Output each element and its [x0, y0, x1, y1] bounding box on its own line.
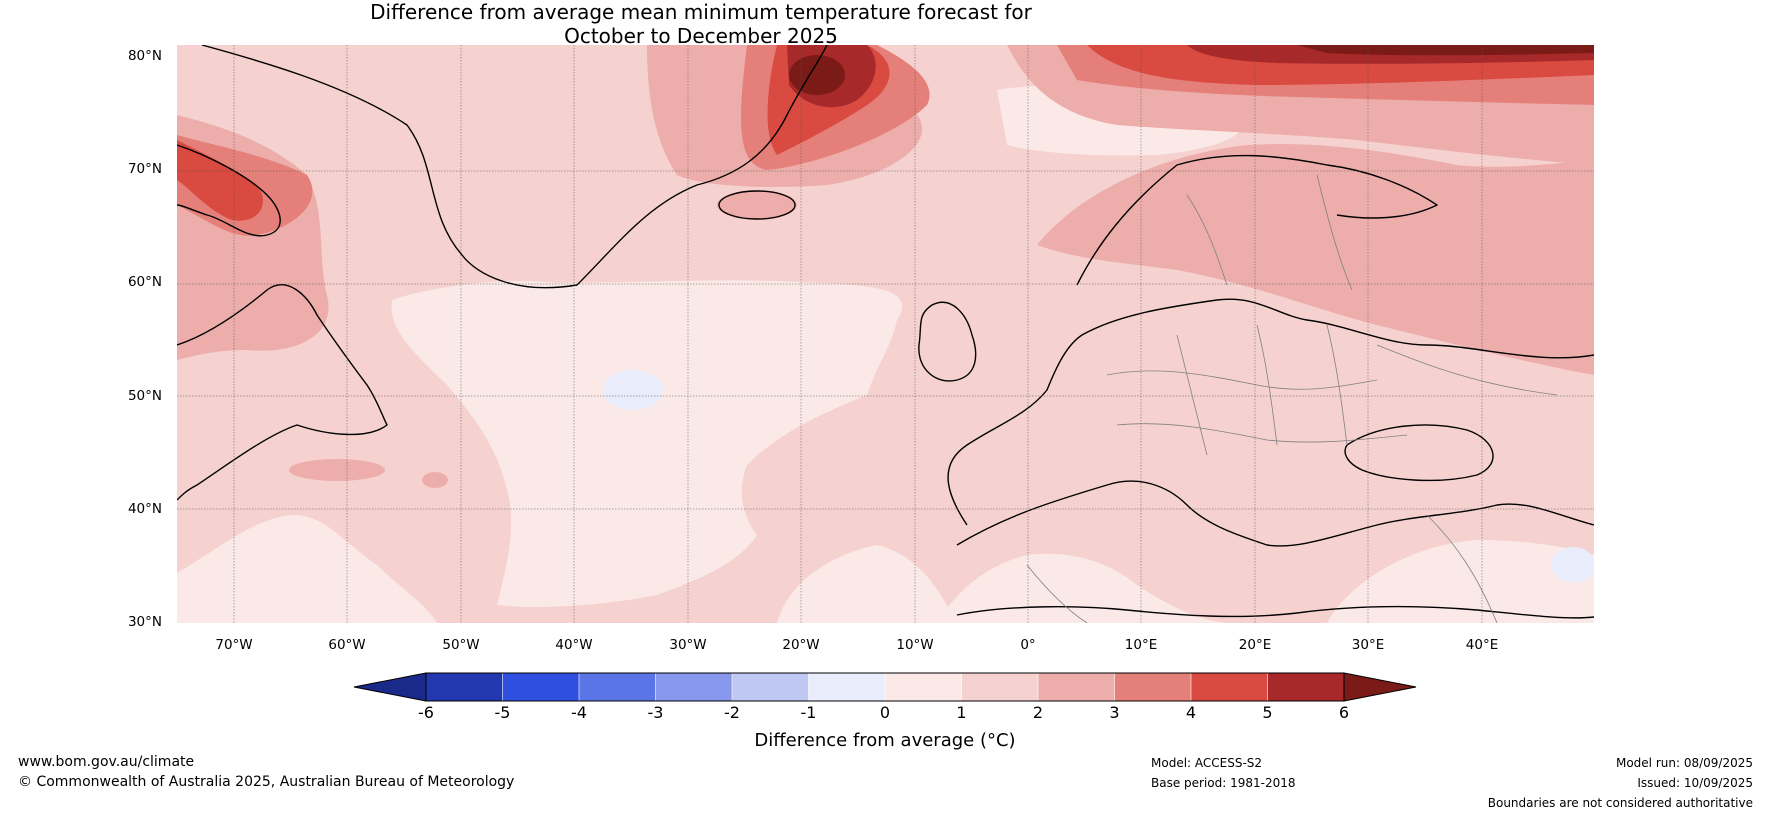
colorbar-tick-neg3: -3 [647, 703, 664, 722]
anomaly-band-2-3-patch-a [289, 459, 385, 481]
colorbar-tick-neg5: -5 [494, 703, 511, 722]
colorbar-tick-5: 5 [1262, 703, 1273, 722]
colorbar-tick-4: 4 [1185, 703, 1197, 722]
colorbar-tick-neg1: -1 [800, 703, 817, 722]
colorbar-bin--5-to--4 [502, 673, 580, 701]
border-russia [1376, 344, 1558, 396]
model-text: Model: ACCESS-S2 [1151, 756, 1263, 770]
title-line-2: October to December 2025 [564, 24, 838, 48]
anomaly-band-0-1-north-africa [937, 553, 1227, 623]
lon-label-50w: 50°W [442, 637, 480, 653]
lat-label-40n: 40°N [127, 501, 162, 517]
lon-label-30e: 30°E [1351, 637, 1385, 653]
border-scandinavia [1186, 194, 1228, 286]
border-finland [1316, 174, 1353, 291]
coastlines [177, 45, 1594, 619]
coastline-north-africa [956, 605, 1594, 619]
border-middle-east [1426, 514, 1498, 623]
coastline-scandinavia [1076, 154, 1438, 286]
temperature-anomaly-map [177, 45, 1594, 623]
colorbar-arrow-above-max [1343, 672, 1417, 702]
colorbar-tick-3: 3 [1109, 703, 1120, 722]
coastline-baffin-island [177, 144, 281, 237]
lat-label-60n: 60°N [127, 274, 162, 290]
anomaly-band-0-1-atlantic [391, 280, 903, 607]
colorbar-bin--2-to--1 [732, 673, 809, 701]
coastline-black-sea [1344, 424, 1494, 482]
colorbar-bin--3-to--2 [655, 673, 733, 701]
map-title: Difference from average mean minimum tem… [0, 0, 1402, 48]
lon-label-60w: 60°W [328, 637, 366, 653]
coastline-europe [947, 298, 1594, 526]
anomaly-band-0-1-south [777, 545, 957, 623]
colorbar-outline [425, 672, 1345, 702]
disclaimer-text: Boundaries are not considered authoritat… [1487, 796, 1753, 810]
colorbar-tick-0: 0 [879, 703, 891, 722]
lon-label-0: 0° [1020, 637, 1036, 653]
colorbar-bin--4-to--3 [579, 673, 656, 701]
coastline-greenland [201, 45, 828, 289]
anomaly-band-0-1-southwest [177, 515, 437, 623]
lon-label-10e: 10°E [1124, 637, 1158, 653]
anomaly-band-neg1-0-atlantic [603, 370, 663, 410]
border-europe-e [1116, 423, 1408, 443]
title-line-1: Difference from average mean minimum tem… [370, 0, 1032, 24]
colorbar-tick-neg6: -6 [418, 703, 434, 722]
lon-label-20w: 20°W [782, 637, 820, 653]
colorbar-arrow-below-min [353, 672, 427, 702]
colorbar-bin-1-to-2 [961, 673, 1039, 701]
base-period-text: Base period: 1981-2018 [1151, 776, 1296, 790]
lat-label-50n: 50°N [127, 388, 162, 404]
coastline-iceland [718, 190, 796, 220]
coastline-uk-ireland [918, 301, 977, 382]
border-north-africa [1026, 564, 1088, 623]
lat-label-70n: 70°N [127, 161, 162, 177]
anomaly-band-above-6-barents [1297, 45, 1594, 56]
anomaly-band-2-3-patch-b [422, 472, 448, 488]
issued-text: Issued: 10/09/2025 [1637, 776, 1753, 790]
colorbar-tick-neg4: -4 [571, 703, 587, 722]
website-text: www.bom.gov.au/climate [18, 754, 195, 770]
colorbar-bin-5-to-6 [1267, 673, 1345, 701]
border-europe-b [1176, 334, 1208, 456]
model-run-text: Model run: 08/09/2025 [1615, 756, 1753, 770]
anomaly-band-4-5-baffin [177, 140, 263, 221]
colorbar [353, 672, 1417, 702]
colorbar-bin--1-to-0 [808, 673, 886, 701]
lon-label-70w: 70°W [215, 637, 253, 653]
border-europe-d [1326, 324, 1348, 446]
lat-label-80n: 80°N [127, 48, 162, 64]
lon-label-20e: 20°E [1238, 637, 1272, 653]
anomaly-band-neg1-0-middle-east [1551, 547, 1594, 583]
lon-label-40w: 40°W [555, 637, 593, 653]
anomaly-band-2-3-iceland [717, 190, 797, 220]
anomaly-band-0-1-levant [1327, 540, 1594, 623]
colorbar-tick-2: 2 [1032, 703, 1044, 722]
colorbar-bin--6-to--5 [426, 673, 503, 701]
colorbar-label: Difference from average (°C) [754, 730, 1016, 751]
lat-label-30n: 30°N [127, 614, 162, 630]
border-europe-a [1106, 370, 1378, 390]
colorbar-bin-0-to-1 [885, 673, 962, 701]
lon-label-10w: 10°W [896, 637, 934, 653]
lon-label-30w: 30°W [669, 637, 707, 653]
colorbar-tick-neg2: -2 [724, 703, 740, 722]
graticule [177, 45, 1594, 623]
border-europe-c [1256, 324, 1278, 446]
lon-label-40e: 40°E [1465, 637, 1499, 653]
anomaly-band-2-3-scandinavia [1037, 144, 1594, 375]
colorbar-tick-6: 6 [1338, 703, 1350, 722]
coastline-mediterranean [956, 480, 1594, 547]
anomaly-band-above-6-greenland [789, 55, 845, 95]
colorbar-tick-1: 1 [956, 703, 967, 722]
colorbar-bin-3-to-4 [1114, 673, 1192, 701]
colorbar-bin-4-to-5 [1191, 673, 1268, 701]
country-borders [1026, 174, 1558, 623]
copyright-text: © Commonwealth of Australia 2025, Austra… [18, 774, 515, 790]
coastline-labrador [177, 284, 388, 501]
colorbar-bin-2-to-3 [1038, 673, 1115, 701]
